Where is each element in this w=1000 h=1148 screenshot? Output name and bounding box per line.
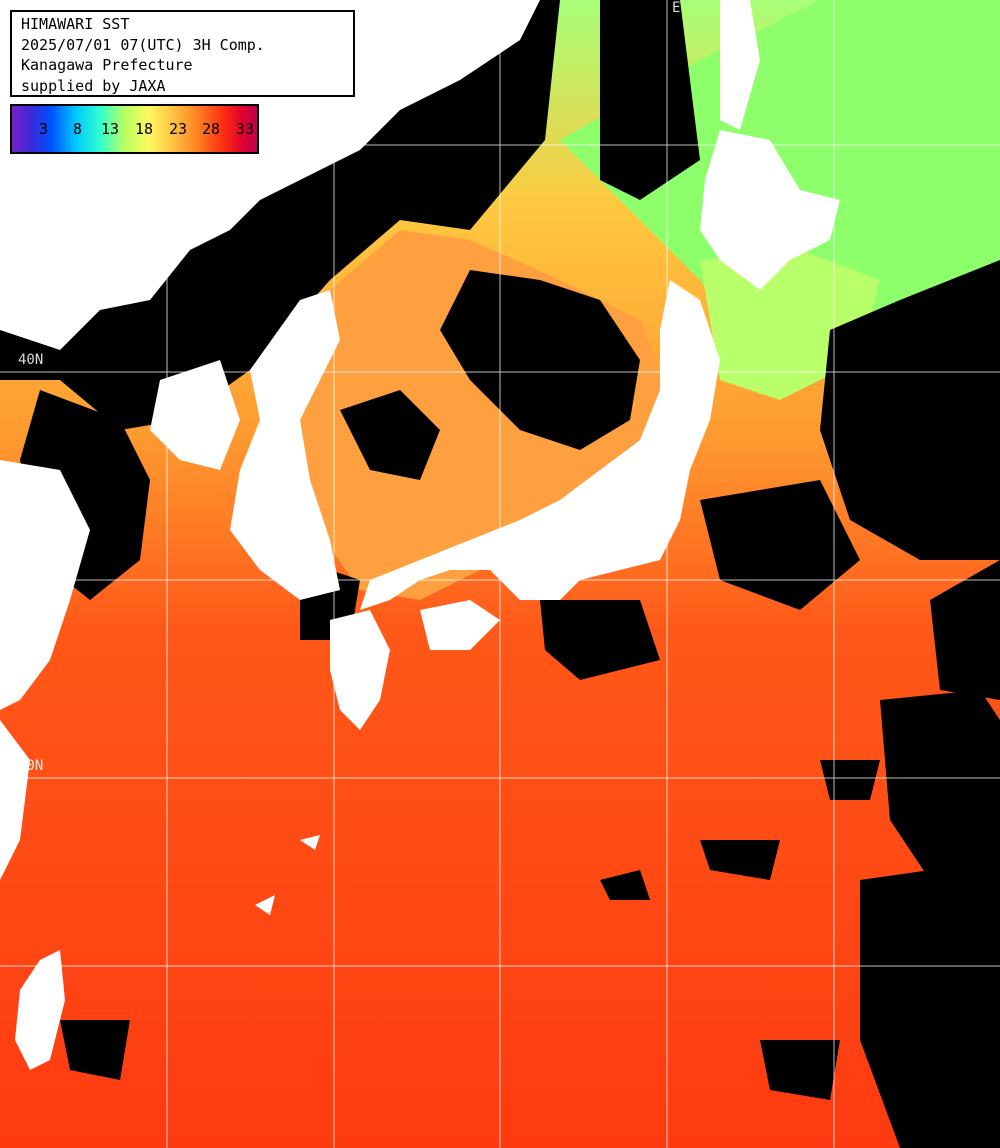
lon-label-top: E	[672, 0, 681, 16]
cloud-east-2	[880, 690, 1000, 880]
land-ryukyu-2	[255, 895, 275, 915]
lat-label-40n: 40N	[18, 352, 44, 368]
title-line-3: Kanagawa Prefecture	[21, 56, 193, 74]
cloud-band-2	[340, 390, 440, 480]
legend-tick-8: 8	[73, 120, 83, 138]
land-hokkaido	[700, 130, 840, 290]
title-line-1: HIMAWARI SST	[21, 15, 130, 33]
cloud-east-3	[860, 860, 1000, 1148]
land-sakhalin	[720, 0, 760, 130]
land-shikoku	[420, 600, 500, 650]
cloud-east-1	[930, 560, 1000, 700]
cloud-patch-2	[820, 760, 880, 800]
title-box: HIMAWARI SST 2025/07/01 07(UTC) 3H Comp. K…	[10, 10, 355, 97]
land-taiwan	[15, 950, 65, 1070]
land-kyushu	[330, 610, 390, 730]
cloud-hokkaido	[600, 0, 700, 200]
land-china-peninsula	[150, 360, 240, 470]
legend-tick-13: 13	[101, 120, 120, 138]
legend-tick-3: 3	[39, 120, 49, 138]
cloud-band-japan-sea	[440, 270, 640, 450]
cloud-patch-1	[540, 600, 660, 680]
land-china-coast	[0, 460, 90, 710]
cloud-patch-5	[60, 1020, 130, 1080]
land-china-south	[0, 720, 30, 880]
legend-tick-18: 18	[135, 120, 154, 138]
lat-label-30n: 30N	[18, 758, 44, 774]
cloud-patch-4	[760, 1040, 840, 1100]
land-honshu	[360, 280, 720, 610]
color-scale-legend: 3 8 13 18 23 28 33	[10, 104, 259, 154]
title-line-2: 2025/07/01 07(UTC) 3H Comp.	[21, 35, 265, 54]
cloud-patch-3	[700, 840, 780, 880]
land-island-small-1	[400, 125, 425, 160]
cloud-patch-6	[600, 870, 650, 900]
legend-tick-33: 33	[236, 120, 255, 138]
land-korea	[230, 290, 340, 600]
legend-tick-23: 23	[169, 120, 188, 138]
title-line-4: supplied by JAXA	[21, 76, 166, 95]
land-ryukyu-1	[300, 835, 320, 850]
cloud-pacific-east	[700, 480, 860, 610]
cloud-northeast	[820, 260, 1000, 560]
legend-tick-28: 28	[202, 120, 221, 138]
